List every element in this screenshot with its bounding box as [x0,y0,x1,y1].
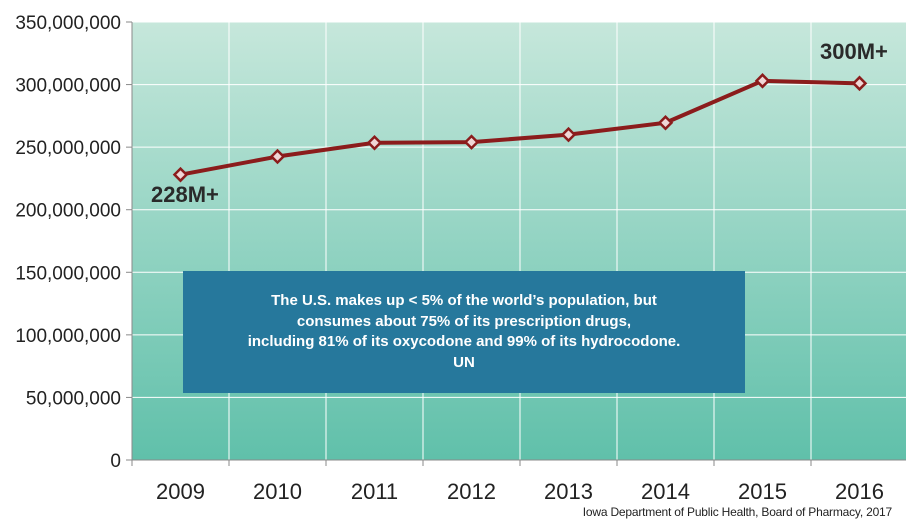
info-line-2: consumes about 75% of its prescription d… [296,312,632,330]
y-tick-label: 250,000,000 [15,138,121,159]
data-point-marker [560,126,577,143]
data-point-marker [172,166,189,183]
series-line [180,78,860,177]
x-tick-label: 2011 [351,479,398,504]
x-tick-label: 2014 [641,479,690,504]
data-point-marker [657,114,674,131]
y-tick-label: 50,000,000 [26,388,121,409]
x-tick-label: 2010 [253,479,302,504]
y-axis: 0 50,000,000 100,000,000 150,000,000 200,000… [15,13,133,472]
x-tick-label: 2012 [447,479,496,504]
end-value-callout: 300M+ [820,39,888,64]
plot-area [132,22,906,460]
x-tick-label: 2013 [544,479,593,504]
x-axis: 2009 2010 2011 2012 2013 2014 2015 2016 [131,459,906,504]
data-point-marker [269,148,286,165]
series-line-group [172,73,868,183]
source-note: Iowa Department of Public Health, Board … [582,505,892,519]
info-box: The U.S. makes up < 5% of the world’s po… [183,271,745,393]
x-tick-label: 2009 [156,479,205,504]
y-tick-label: 150,000,000 [15,263,121,284]
info-line-4: UN [453,353,475,371]
data-point-marker [366,134,383,151]
x-tick-label: 2016 [835,479,884,504]
y-tick-label: 350,000,000 [15,13,121,34]
y-tick-label: 300,000,000 [15,76,121,97]
data-point-marker [851,75,868,92]
y-tick-label: 200,000,000 [15,201,121,222]
data-point-marker [754,73,771,89]
data-point-marker [463,134,480,150]
info-line-1: The U.S. makes up < 5% of the world’s po… [271,292,657,309]
y-tick-label: 100,000,000 [15,326,121,347]
info-line-3: including 81% of its oxycodone and 99% o… [247,333,681,350]
x-tick-label: 2015 [738,479,787,504]
y-tick-label: 0 [110,451,121,472]
start-value-callout: 228M+ [151,182,219,207]
